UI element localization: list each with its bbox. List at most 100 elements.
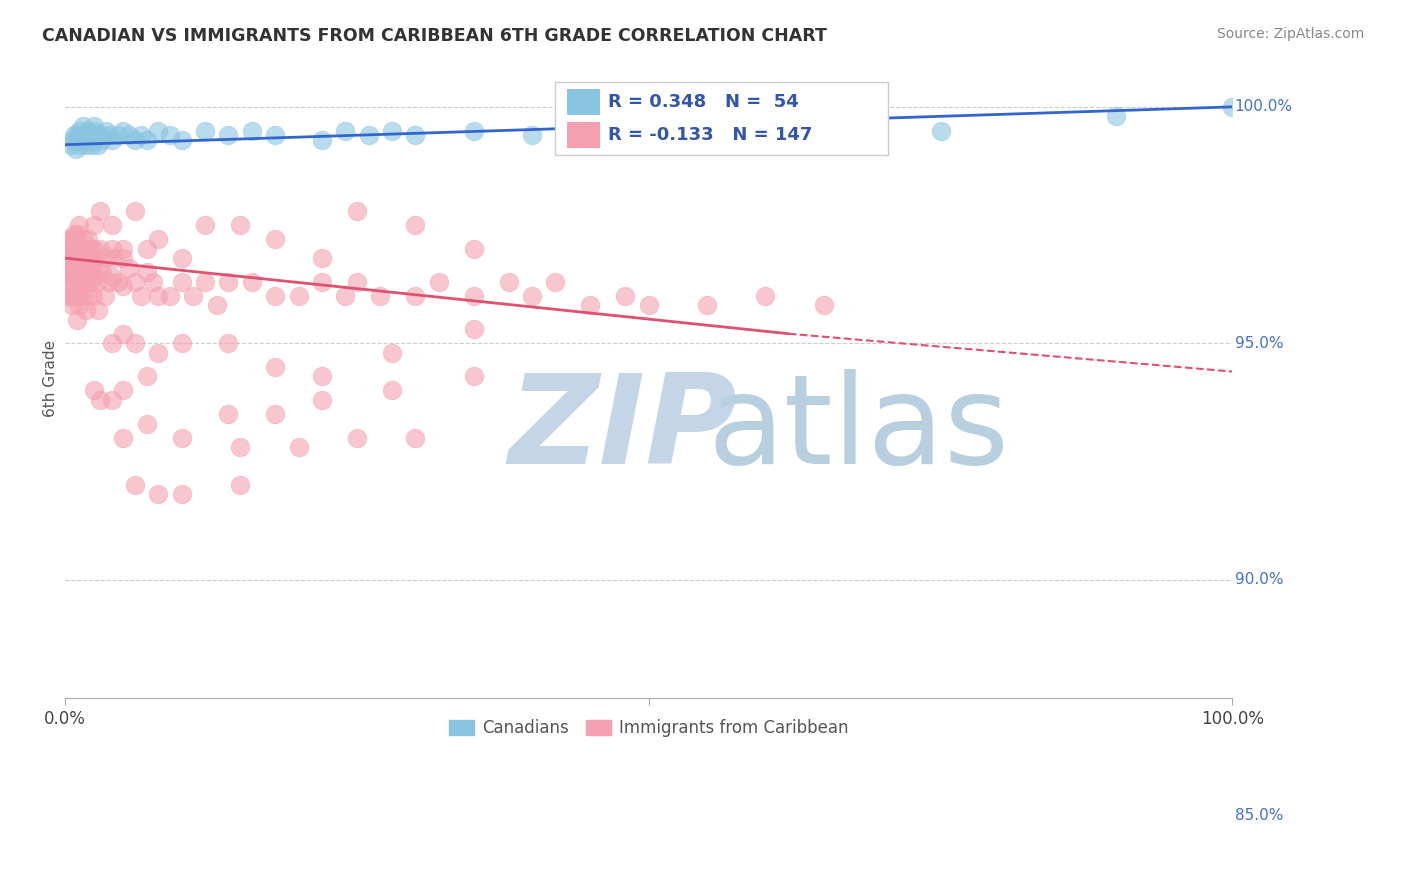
Point: [89, 392, 111, 407]
Point: [148, 487, 170, 501]
Point: [194, 275, 217, 289]
Point: [67, 218, 90, 232]
Point: [170, 487, 193, 501]
Point: [427, 275, 450, 289]
Point: [67, 275, 90, 289]
Point: [696, 298, 718, 312]
Point: [148, 289, 170, 303]
Point: [194, 123, 217, 137]
Point: [72, 289, 94, 303]
Point: [159, 289, 181, 303]
Point: [335, 289, 357, 303]
Point: [84, 133, 107, 147]
Point: [170, 133, 193, 147]
Point: [80, 275, 103, 289]
Point: [381, 384, 404, 398]
Point: [83, 270, 105, 285]
Point: [229, 218, 252, 232]
Point: [65, 142, 87, 156]
Point: [287, 440, 309, 454]
Point: [100, 392, 122, 407]
Point: [58, 232, 80, 246]
Point: [94, 251, 117, 265]
Text: 100.0%: 100.0%: [1234, 99, 1292, 114]
Point: [73, 133, 96, 147]
Point: [205, 298, 228, 312]
Point: [59, 232, 82, 246]
Point: [63, 128, 86, 143]
Point: [112, 326, 135, 341]
Point: [75, 275, 97, 289]
Point: [218, 275, 240, 289]
Point: [66, 227, 89, 242]
Point: [1105, 109, 1128, 123]
Point: [76, 260, 98, 275]
Point: [183, 289, 205, 303]
Point: [100, 270, 122, 285]
Point: [73, 128, 96, 143]
Point: [311, 133, 333, 147]
Point: [72, 128, 94, 143]
Point: [107, 275, 129, 289]
Point: [381, 345, 404, 359]
Point: [66, 312, 89, 326]
Point: [77, 128, 100, 143]
Y-axis label: 6th Grade: 6th Grade: [44, 340, 58, 417]
Point: [75, 137, 97, 152]
Text: atlas: atlas: [707, 369, 1010, 491]
Point: [73, 242, 96, 256]
Point: [66, 289, 89, 303]
Point: [59, 242, 82, 256]
Point: [59, 289, 82, 303]
Point: [87, 303, 110, 318]
Point: [100, 242, 122, 256]
Point: [1222, 100, 1244, 114]
Text: R = -0.133   N = 147: R = -0.133 N = 147: [607, 126, 813, 144]
Point: [69, 242, 91, 256]
Point: [59, 275, 82, 289]
Point: [65, 260, 87, 275]
Point: [311, 392, 333, 407]
Point: [129, 128, 152, 143]
Point: [103, 251, 125, 265]
Point: [83, 242, 105, 256]
Point: [66, 242, 89, 256]
Point: [62, 133, 84, 147]
Point: [159, 128, 181, 143]
Text: ZIP: ZIP: [509, 369, 737, 491]
Point: [520, 128, 543, 143]
Point: [287, 289, 309, 303]
Point: [80, 137, 103, 152]
Point: [70, 133, 93, 147]
Point: [404, 128, 426, 143]
Point: [82, 289, 104, 303]
Point: [94, 289, 117, 303]
Point: [56, 265, 79, 279]
Point: [66, 265, 89, 279]
Point: [86, 128, 108, 143]
Point: [98, 275, 121, 289]
Point: [463, 289, 485, 303]
Point: [91, 133, 114, 147]
Point: [62, 265, 84, 279]
Point: [112, 123, 135, 137]
Point: [544, 275, 567, 289]
Point: [118, 260, 141, 275]
Point: [60, 260, 83, 275]
Point: [240, 275, 263, 289]
Point: [83, 123, 105, 137]
Text: Source: ZipAtlas.com: Source: ZipAtlas.com: [1216, 27, 1364, 41]
Point: [63, 275, 86, 289]
Point: [98, 128, 121, 143]
Point: [80, 128, 103, 143]
Point: [520, 289, 543, 303]
Point: [87, 260, 110, 275]
Point: [73, 251, 96, 265]
Point: [218, 407, 240, 421]
Point: [59, 137, 82, 152]
Point: [60, 242, 83, 256]
Point: [357, 128, 380, 143]
Point: [59, 265, 82, 279]
Point: [404, 218, 426, 232]
Point: [89, 203, 111, 218]
